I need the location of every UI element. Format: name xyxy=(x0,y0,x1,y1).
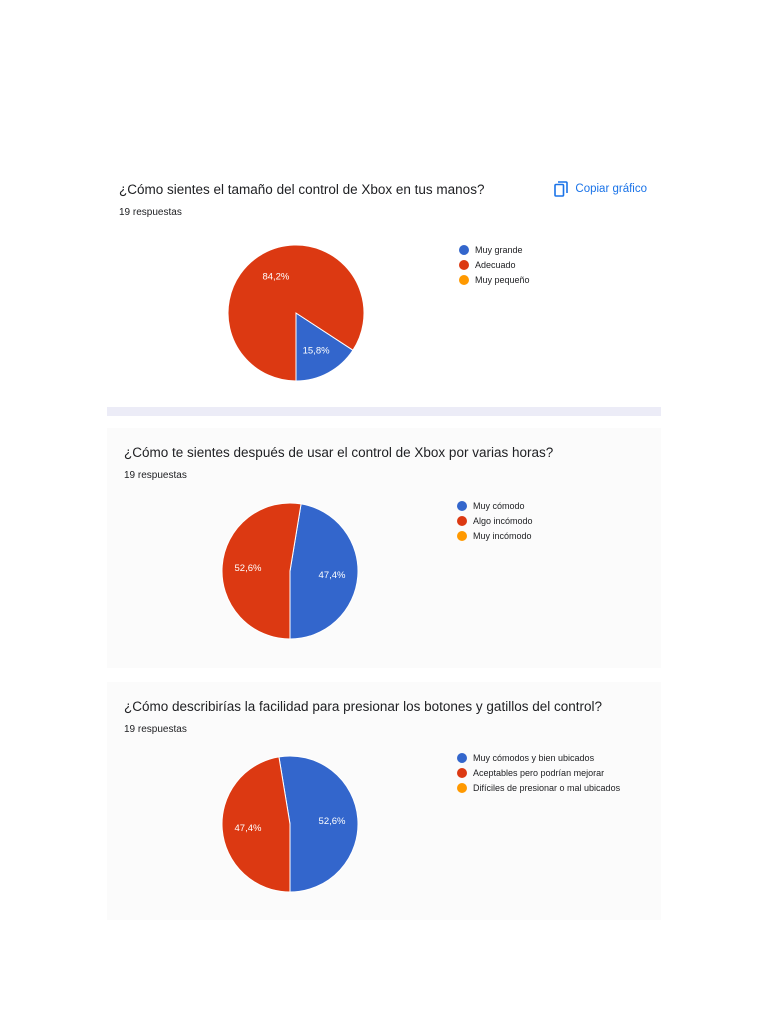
legend-dot xyxy=(459,259,469,270)
legend-dot xyxy=(457,767,467,778)
slice-label: 47,4% xyxy=(319,570,346,581)
slice-label: 84,2% xyxy=(262,271,289,282)
pie-slice xyxy=(295,312,354,382)
legend-item: Muy grande xyxy=(459,242,530,257)
response-count: 19 respuestas xyxy=(119,207,182,218)
legend-item: Muy incómodo xyxy=(457,528,533,543)
pie-slice xyxy=(227,244,365,382)
response-count: 19 respuestas xyxy=(124,470,187,481)
copy-chart-button[interactable]: Copiar gráfico xyxy=(554,181,647,197)
chart-card-2: ¿Cómo describirías la facilidad para pre… xyxy=(107,682,661,920)
slice-label: 52,6% xyxy=(319,816,346,827)
legend-item: Adecuado xyxy=(459,257,530,272)
legend-label: Difíciles de presionar o mal ubicados xyxy=(473,782,621,793)
pie-chart: 15,8% 84,2% xyxy=(227,244,365,382)
chart-legend: Muy grande Adecuado Muy pequeño xyxy=(459,242,530,287)
pie-slice xyxy=(221,502,302,640)
legend-item: Aceptables pero podrían mejorar xyxy=(457,765,620,780)
legend-label: Aceptables pero podrían mejorar xyxy=(473,767,605,778)
chart-legend: Muy cómodos y bien ubicados Aceptables pe… xyxy=(457,750,620,795)
legend-label: Muy incómodo xyxy=(473,530,532,541)
pie-chart: 52,6% 47,4% xyxy=(221,755,359,893)
legend-label: Algo incómodo xyxy=(473,515,533,526)
legend-label: Muy cómodos y bien ubicados xyxy=(473,752,595,763)
question-title: ¿Cómo describirías la facilidad para pre… xyxy=(124,699,602,714)
response-count: 19 respuestas xyxy=(124,724,187,735)
slice-label: 47,4% xyxy=(235,823,262,834)
legend-label: Muy cómodo xyxy=(473,500,525,511)
chart-card-0: ¿Cómo sientes el tamaño del control de X… xyxy=(107,165,661,405)
pie-slice xyxy=(289,503,359,640)
legend-label: Adecuado xyxy=(475,259,516,270)
legend-item: Muy pequeño xyxy=(459,272,530,287)
legend-item: Muy cómodo xyxy=(457,498,533,513)
legend-dot xyxy=(457,782,467,793)
copy-chart-label: Copiar gráfico xyxy=(575,183,647,195)
pie-slice xyxy=(278,755,359,893)
question-title: ¿Cómo sientes el tamaño del control de X… xyxy=(119,182,485,197)
legend-label: Muy pequeño xyxy=(475,274,530,285)
legend-dot xyxy=(457,500,467,511)
legend-item: Muy cómodos y bien ubicados xyxy=(457,750,620,765)
legend-dot xyxy=(457,530,467,541)
pie-slice xyxy=(221,756,291,893)
legend-item: Difíciles de presionar o mal ubicados xyxy=(457,780,620,795)
section-divider xyxy=(107,407,661,416)
legend-dot xyxy=(457,752,467,763)
slice-label: 15,8% xyxy=(303,346,330,357)
pie-chart: 47,4% 52,6% xyxy=(221,502,359,640)
chart-card-1: ¿Cómo te sientes después de usar el cont… xyxy=(107,428,661,668)
question-title: ¿Cómo te sientes después de usar el cont… xyxy=(124,445,554,460)
slice-label: 52,6% xyxy=(235,563,262,574)
legend-dot xyxy=(459,274,469,285)
legend-dot xyxy=(459,244,469,255)
legend-label: Muy grande xyxy=(475,244,523,255)
copy-icon xyxy=(554,181,569,197)
legend-item: Algo incómodo xyxy=(457,513,533,528)
chart-legend: Muy cómodo Algo incómodo Muy incómodo xyxy=(457,498,533,543)
legend-dot xyxy=(457,515,467,526)
